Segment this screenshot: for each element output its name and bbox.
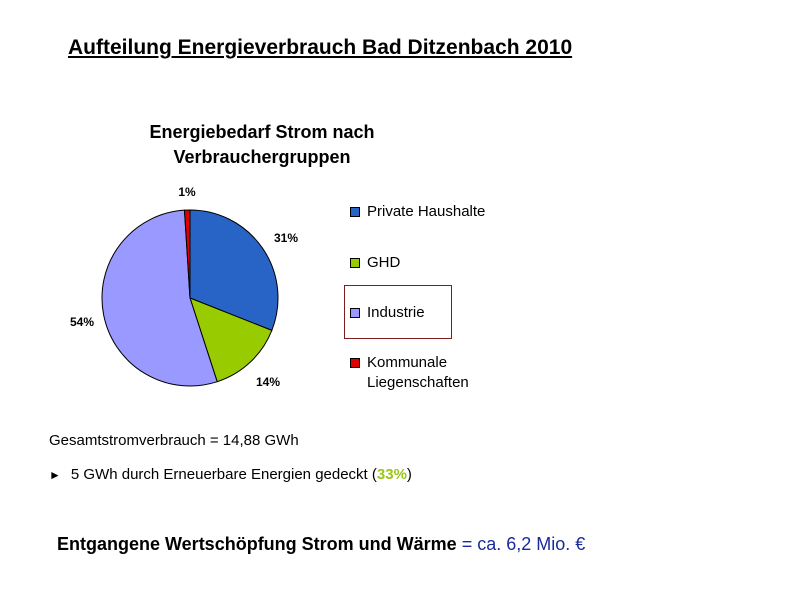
total-consumption-text: Gesamtstromverbrauch = 14,88 GWh xyxy=(49,432,299,449)
lost-value-line: Entgangene Wertschöpfung Strom und Wärme… xyxy=(57,534,585,555)
legend-highlight-box xyxy=(344,285,452,339)
legend-label-line: Private Haushalte xyxy=(367,203,486,220)
pie-label-industrie: 54% xyxy=(70,315,94,329)
legend-label-line: Industrie xyxy=(367,304,425,321)
chart-title: Energiebedarf Strom nach Verbrauchergrup… xyxy=(92,120,432,170)
pie-label-ghd: 14% xyxy=(256,375,280,389)
legend-label-line: Kommunale xyxy=(367,354,448,371)
legend-label-ghd: GHD xyxy=(367,253,400,273)
pie-label-kommunale-liegenschaften: 1% xyxy=(178,185,196,199)
pie-slice-private-haushalte xyxy=(189,209,279,332)
lost-value-label: Entgangene Wertschöpfung Strom und Wärme xyxy=(57,534,457,554)
renewable-line: ► 5 GWh durch Erneuerbare Energien gedeck… xyxy=(49,466,412,483)
legend-label-private-haushalte: Private Haushalte xyxy=(367,202,485,222)
legend-swatch-ghd xyxy=(350,258,360,268)
renewable-text: 5 GWh durch Erneuerbare Energien gedeckt… xyxy=(70,466,377,483)
chart-title-line-2: Verbrauchergruppen xyxy=(173,147,351,167)
chart-title-line-1: Energiebedarf Strom nach xyxy=(149,122,375,142)
renewable-close-paren: ) xyxy=(406,466,412,483)
legend-swatch-kommunale-liegenschaften xyxy=(350,358,360,368)
renewable-percentage: 33% xyxy=(376,466,407,483)
legend-label-industrie: Industrie xyxy=(367,303,425,323)
legend-swatch-private-haushalte xyxy=(350,207,360,217)
arrow-right-icon: ► xyxy=(49,468,61,482)
pie-slice-kommunale-liegenschaften xyxy=(183,209,191,299)
lost-value-amount: ca. 6,2 Mio. € xyxy=(477,534,586,554)
slide-title: Aufteilung Energieverbrauch Bad Ditzenba… xyxy=(68,36,573,59)
legend-label-line: GHD xyxy=(367,254,401,271)
pie-slice-industrie xyxy=(101,209,218,387)
legend-label-line: Liegenschaften xyxy=(367,374,469,391)
legend-swatch-industrie xyxy=(350,308,360,318)
pie-label-private-haushalte: 31% xyxy=(274,231,298,245)
legend-label-kommunale-liegenschaften: Kommunale Liegenschaften xyxy=(367,353,469,393)
lost-value-equals: = xyxy=(456,534,478,554)
